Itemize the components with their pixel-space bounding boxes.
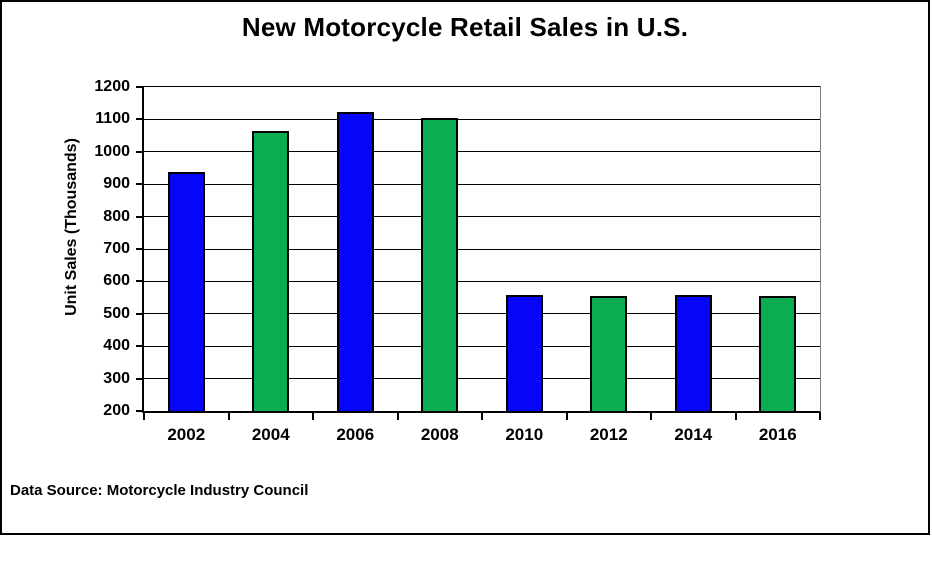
plot-area: 200 300 400 500 600 700 800 900 1000 1100 1200 2002… (94, 78, 821, 444)
y-tick-label: 200 (103, 402, 130, 419)
y-tick-mark (136, 248, 142, 250)
x-tick-mark (143, 413, 145, 420)
gridline-800 (144, 216, 820, 218)
gridline-1100 (144, 118, 820, 120)
chart-title: New Motorcycle Retail Sales in U.S. (241, 12, 689, 42)
y-tick-mark (136, 345, 142, 348)
data-source-note: Data Source: Motorcycle Industry Council (10, 482, 309, 499)
bar-2006 (336, 111, 374, 411)
y-tick-label: 1000 (94, 142, 130, 160)
y-tick-label: 300 (103, 369, 130, 387)
y-tick-mark (136, 280, 142, 283)
y-tick-label: 400 (103, 337, 130, 355)
gridline-500 (144, 313, 820, 315)
x-axis-label: 2006 (336, 425, 375, 444)
x-axis-label: 2002 (167, 425, 206, 444)
bar-2002 (167, 171, 205, 411)
y-tick-mark (136, 183, 142, 186)
x-axis-label: 2012 (589, 425, 628, 444)
x-tick-mark (565, 413, 568, 420)
x-tick-mark (819, 413, 821, 420)
bar-2014 (674, 295, 712, 411)
y-tick-label: 700 (103, 240, 130, 257)
y-tick-label: 1100 (95, 110, 130, 128)
gridline-600 (144, 280, 820, 282)
chart-frame: New Motorcycle Retail Sales in U.S. Unit… (0, 0, 930, 535)
y-tick-mark (136, 215, 142, 218)
x-tick-mark (734, 413, 737, 420)
bar-2016 (759, 295, 797, 411)
gridline-900 (144, 183, 820, 185)
y-tick-mark (136, 410, 142, 412)
x-tick-mark (227, 413, 230, 420)
x-axis-label: 2014 (674, 425, 713, 444)
y-tick-label: 800 (103, 207, 130, 225)
x-tick-mark (481, 413, 483, 420)
x-tick-mark (650, 413, 652, 420)
x-axis-label: 2010 (505, 425, 544, 444)
y-tick-label: 600 (103, 272, 130, 290)
y-tick-mark (136, 377, 142, 380)
y-tick-mark (136, 86, 142, 88)
bar-2010 (505, 295, 543, 411)
x-tick-mark (312, 413, 314, 420)
y-tick-label: 500 (103, 304, 130, 322)
y-tick-mark (136, 150, 142, 153)
y-tick-mark (136, 118, 142, 121)
x-tick-mark (396, 413, 399, 420)
y-tick-mark (136, 312, 142, 315)
y-tick-label: 900 (103, 175, 130, 193)
gridline-400 (144, 345, 820, 347)
bar-2008 (421, 118, 459, 411)
bar-2012 (590, 295, 628, 411)
bar-2004 (252, 131, 290, 411)
gridline-300 (144, 378, 820, 380)
x-axis-label: 2008 (420, 425, 459, 444)
y-tick-label: 1200 (94, 78, 130, 95)
x-axis-label: 2004 (251, 425, 290, 444)
x-axis-label: 2016 (758, 425, 797, 444)
gridline-700 (144, 248, 820, 250)
gridline-1000 (144, 151, 820, 153)
